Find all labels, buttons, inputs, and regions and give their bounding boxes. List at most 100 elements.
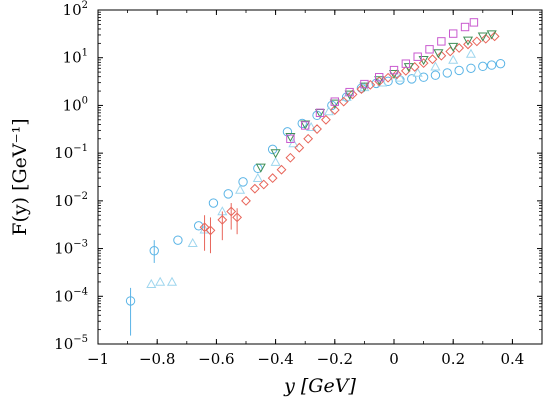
data-points xyxy=(125,18,506,336)
data-point-triangle-up xyxy=(252,172,263,182)
data-point-circle xyxy=(125,296,136,306)
data-point-square xyxy=(345,87,354,97)
data-point-circle xyxy=(466,63,476,73)
data-point-circle xyxy=(495,58,506,69)
data-point-square xyxy=(315,108,325,118)
data-point-circle xyxy=(418,72,429,82)
data-point-diamond xyxy=(480,33,491,44)
data-point-diamond xyxy=(338,96,349,107)
data-point-triangle-up xyxy=(430,61,441,71)
y-tick-label: 100 xyxy=(63,95,88,114)
data-point-diamond xyxy=(329,105,340,115)
data-point-triangle-down xyxy=(448,42,459,52)
series-0-circle xyxy=(125,58,506,336)
data-point-triangle-up xyxy=(270,156,281,166)
data-point-diamond xyxy=(418,58,429,69)
series-4-square xyxy=(286,18,479,143)
data-point-triangle-up xyxy=(166,276,178,286)
data-point-diamond xyxy=(471,36,482,47)
data-point-circle xyxy=(454,65,464,76)
data-point-diamond xyxy=(400,65,411,76)
y-tick-label: 10−3 xyxy=(54,239,88,258)
x-tick-label: 0 xyxy=(389,350,399,368)
data-point-triangle-down xyxy=(329,99,340,109)
data-point-diamond xyxy=(217,214,228,225)
x-tick-label: −0.2 xyxy=(317,350,353,368)
data-point-square xyxy=(469,18,479,27)
data-point-circle xyxy=(173,235,183,245)
data-point-triangle-down xyxy=(433,49,444,59)
data-point-triangle-down xyxy=(344,90,355,100)
y-tick-label: 10−1 xyxy=(54,143,88,162)
data-point-square xyxy=(401,59,411,68)
data-point-triangle-up xyxy=(187,237,198,247)
x-tick-label: −0.4 xyxy=(257,350,293,368)
data-point-square xyxy=(330,97,340,106)
data-point-diamond xyxy=(454,43,465,53)
data-point-square xyxy=(413,52,422,61)
data-point-diamond xyxy=(276,164,287,175)
y-tick-label: 10−2 xyxy=(54,191,88,210)
data-point-circle xyxy=(297,118,307,129)
data-point-diamond xyxy=(258,179,269,190)
data-point-triangle-down xyxy=(359,82,370,92)
data-point-square xyxy=(286,134,295,143)
data-point-triangle-up xyxy=(465,48,477,58)
data-point-triangle-down xyxy=(270,149,281,159)
x-tick-labels: −1 −0.8 −0.6 −0.4 −0.2 0 0.2 0.4 xyxy=(87,350,524,368)
data-point-circle xyxy=(430,70,441,80)
y-tick-label: 101 xyxy=(63,48,88,67)
x-tick-label: −1 xyxy=(87,350,109,368)
data-point-triangle-up xyxy=(412,67,423,77)
x-tick-label: 0.4 xyxy=(500,350,524,368)
x-tick-label: −0.6 xyxy=(198,350,234,368)
data-point-diamond xyxy=(232,212,243,223)
data-point-circle xyxy=(193,221,204,231)
data-point-diamond xyxy=(489,31,500,42)
data-point-diamond xyxy=(347,89,358,100)
data-point-diamond xyxy=(241,195,251,206)
data-point-diamond xyxy=(312,124,322,134)
data-point-circle xyxy=(149,246,159,256)
y-tick-label: 102 xyxy=(63,0,88,19)
data-point-circle xyxy=(395,75,405,85)
data-point-circle xyxy=(223,189,233,199)
x-tick-label: 0.2 xyxy=(441,350,465,368)
data-point-triangle-down xyxy=(477,32,488,42)
data-point-circle xyxy=(442,68,452,78)
data-point-diamond xyxy=(383,72,393,83)
data-point-triangle-down xyxy=(285,132,296,143)
data-point-square xyxy=(437,37,446,46)
data-point-diamond xyxy=(303,133,314,144)
series-3-triangle-down xyxy=(255,30,497,173)
data-point-circle xyxy=(407,74,417,84)
data-point-triangle-up xyxy=(235,184,246,194)
data-point-triangle-down xyxy=(255,163,266,173)
y-axis-label: F(y) [GeV⁻¹] xyxy=(9,118,31,235)
data-point-diamond xyxy=(199,222,210,233)
axis-ticks xyxy=(97,9,543,345)
data-point-diamond xyxy=(427,54,438,65)
data-point-square xyxy=(360,79,369,89)
data-point-diamond xyxy=(285,152,296,163)
data-point-triangle-down xyxy=(314,108,326,119)
data-point-diamond xyxy=(392,69,402,80)
y-tick-labels: 102 101 100 10−1 10−2 10−3 10−4 10−5 xyxy=(54,0,88,353)
data-point-square xyxy=(425,45,434,54)
data-point-diamond xyxy=(436,50,447,61)
data-point-diamond xyxy=(205,225,216,236)
data-point-triangle-up xyxy=(155,276,166,286)
y-tick-label: 10−5 xyxy=(54,334,88,353)
data-point-triangle-down xyxy=(462,36,474,46)
data-point-circle xyxy=(208,198,219,208)
data-point-diamond xyxy=(267,173,278,183)
data-point-square xyxy=(389,65,399,75)
data-point-triangle-up xyxy=(448,54,459,64)
data-point-diamond xyxy=(321,114,331,125)
data-point-triangle-down xyxy=(486,30,497,40)
data-point-triangle-up xyxy=(288,138,299,148)
data-point-diamond xyxy=(226,206,237,217)
x-axis-label: y [GeV] xyxy=(283,375,356,397)
data-point-square xyxy=(449,29,458,38)
